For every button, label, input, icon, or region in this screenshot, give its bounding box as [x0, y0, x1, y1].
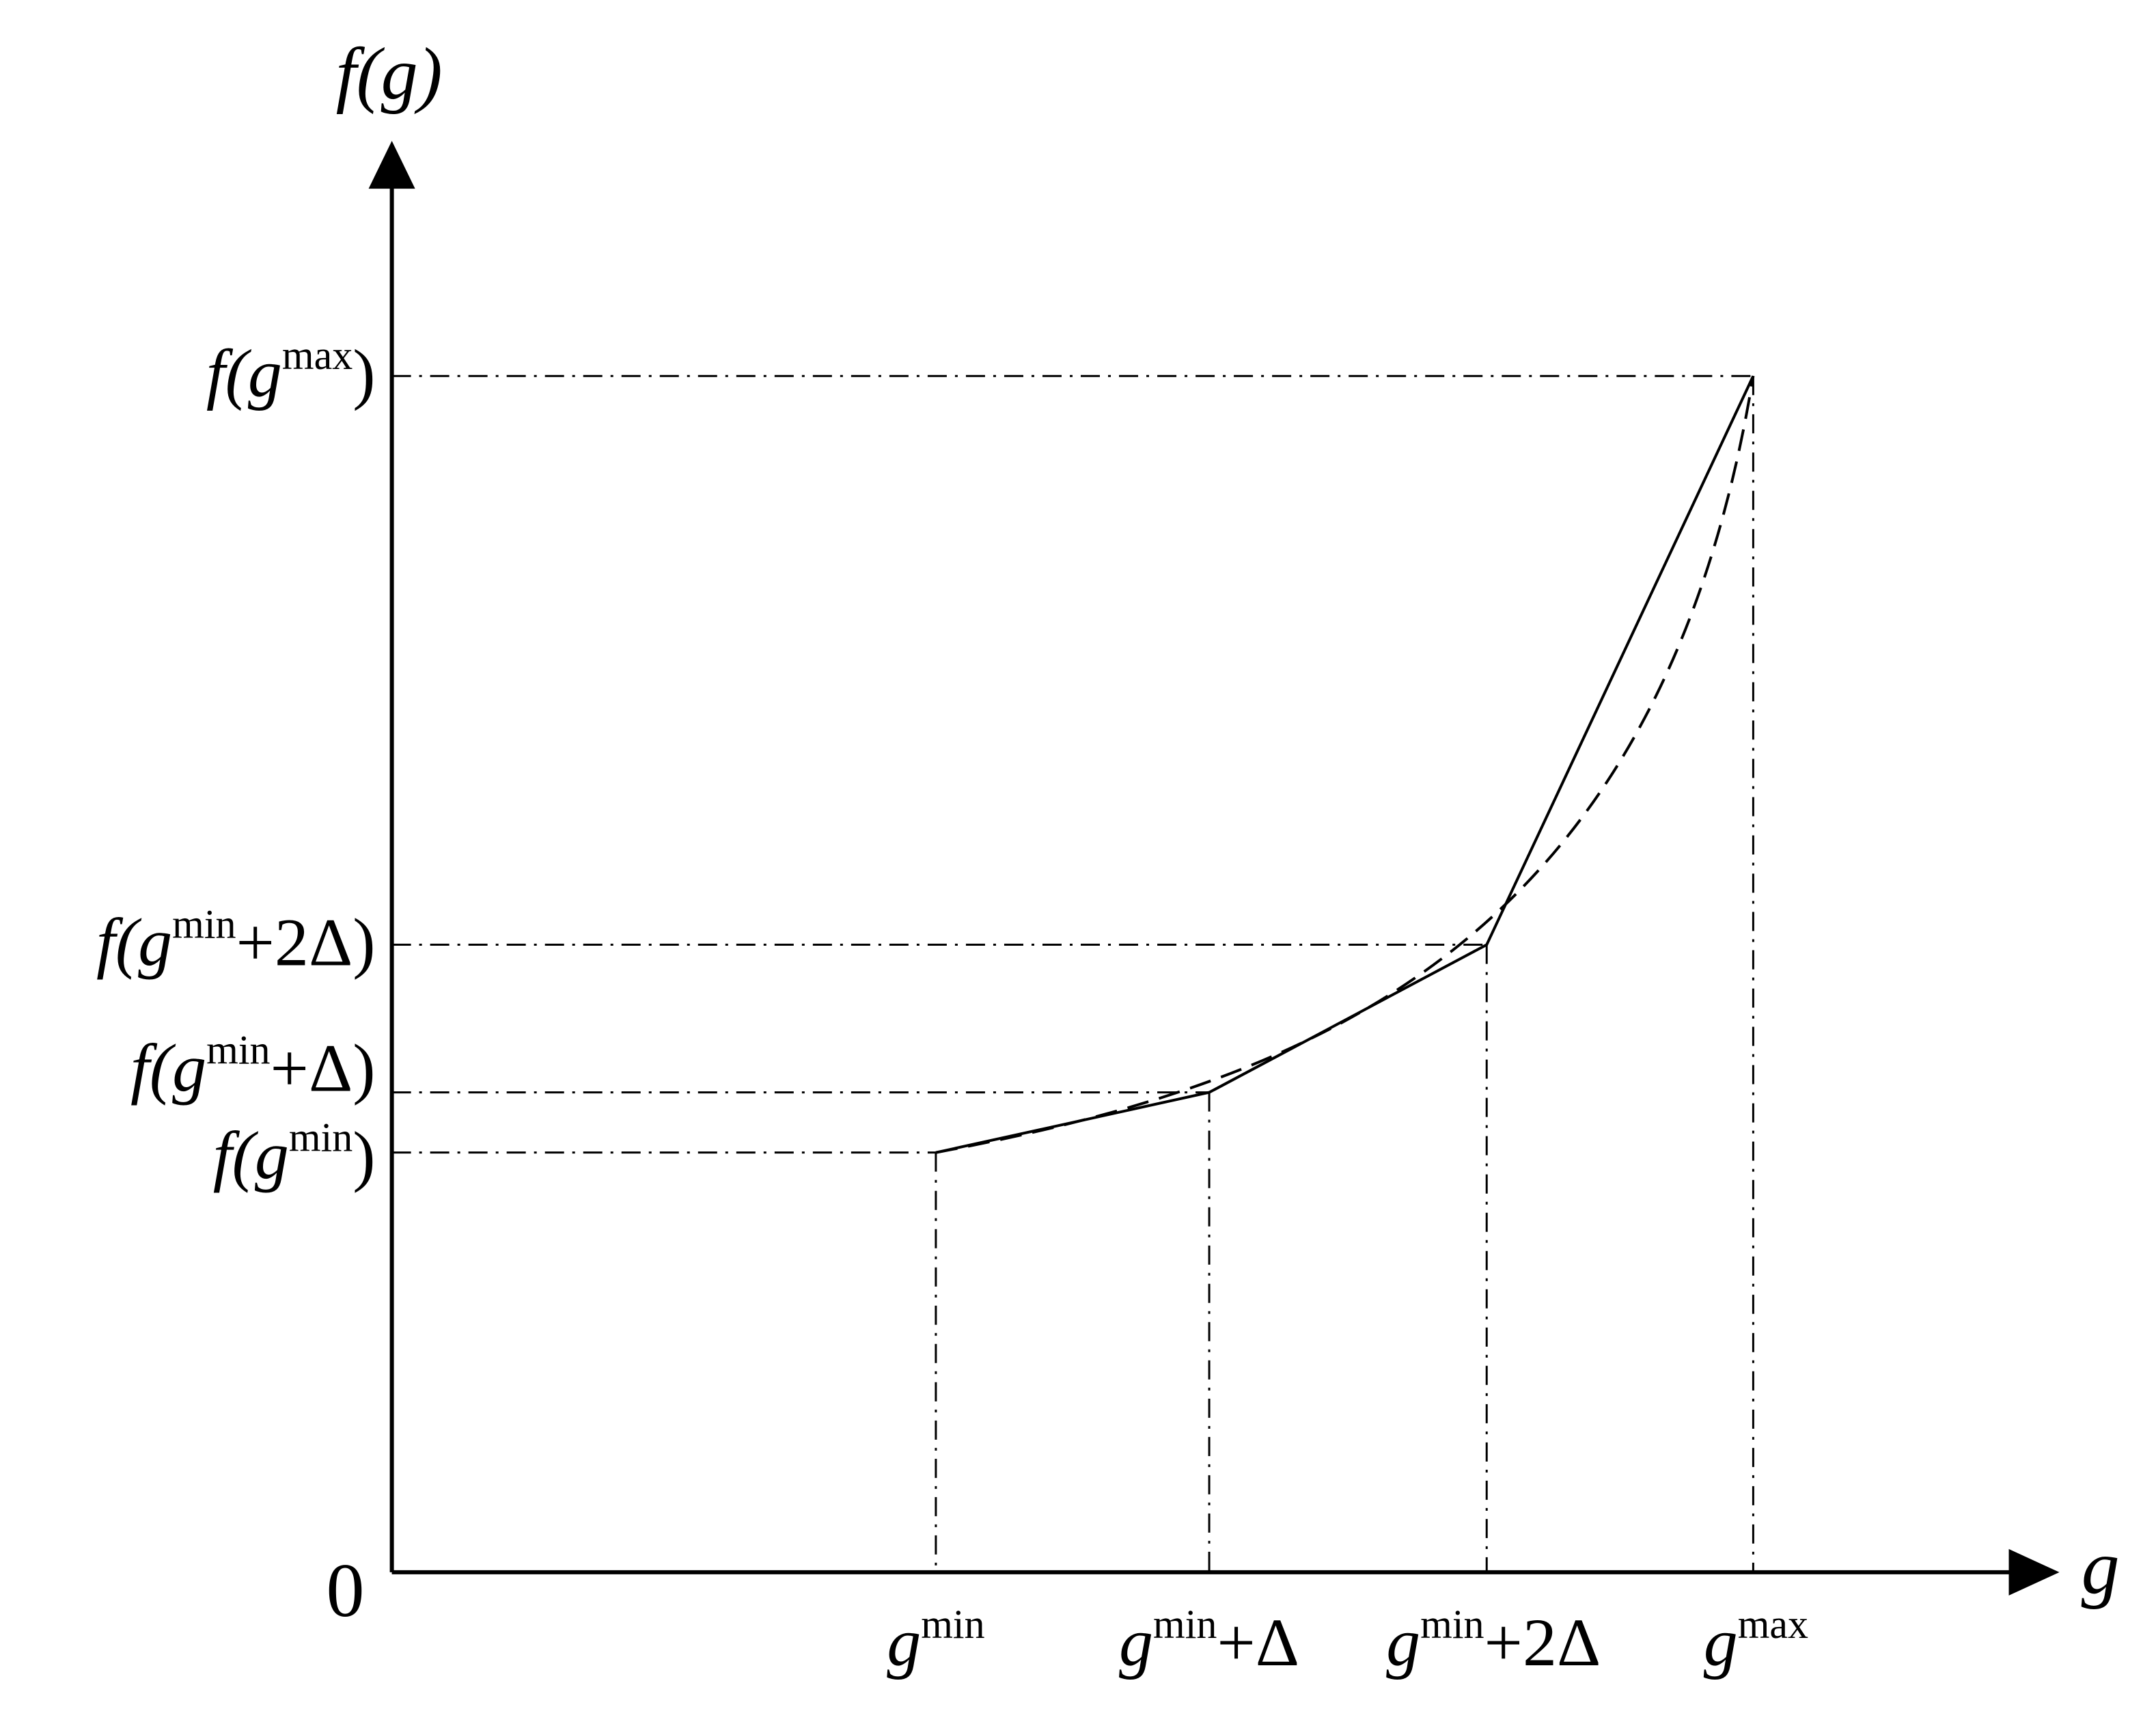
label-sup: min [172, 902, 236, 947]
label-base: g [1119, 1604, 1153, 1680]
label-base: g [1386, 1604, 1420, 1680]
label-base: f(g [206, 336, 282, 411]
y-arrow [368, 141, 415, 189]
label-tail: +Δ) [271, 1030, 376, 1106]
true-curve [935, 375, 1755, 1154]
x-label: gmax [1704, 1602, 1808, 1680]
label-base: f(g [96, 905, 172, 981]
label-sup: max [1738, 1602, 1808, 1647]
label-sup: min [289, 1115, 353, 1160]
x-axis-label: g [2082, 1525, 2120, 1610]
label-tail: +Δ [1217, 1604, 1299, 1680]
piecewise-line [935, 375, 1755, 1154]
label-tail: ) [353, 1118, 375, 1194]
guides [391, 374, 1754, 1572]
y-label: f(gmin) [213, 1115, 376, 1194]
label-sup: min [206, 1028, 270, 1073]
origin-label: 0 [327, 1548, 365, 1633]
y-label: f(gmin+2Δ) [96, 902, 376, 981]
label-base: f(g [130, 1030, 206, 1106]
axes [389, 184, 2016, 1574]
label-sup: max [282, 333, 353, 378]
label-base: g [887, 1604, 921, 1680]
h-guides [391, 374, 1754, 1154]
label-sup: min [1153, 1602, 1217, 1647]
v-guides [935, 376, 1754, 1572]
y-label: f(gmax) [206, 333, 376, 411]
y-axis-label: f(g) [336, 33, 443, 115]
label-base: f(g [213, 1118, 289, 1194]
x-label: gmin+Δ [1119, 1602, 1299, 1680]
label-tail: +2Δ) [236, 905, 376, 981]
label-base: g [1704, 1604, 1738, 1680]
x-arrow [2008, 1548, 2060, 1596]
label-sup: min [921, 1602, 984, 1647]
y-label: f(gmin+Δ) [130, 1028, 376, 1106]
x-label: gmin+2Δ [1386, 1602, 1601, 1680]
label-sup: min [1420, 1602, 1484, 1647]
label-tail: +2Δ [1484, 1604, 1601, 1680]
label-tail: ) [353, 336, 375, 411]
x-label: gmin [887, 1602, 984, 1680]
